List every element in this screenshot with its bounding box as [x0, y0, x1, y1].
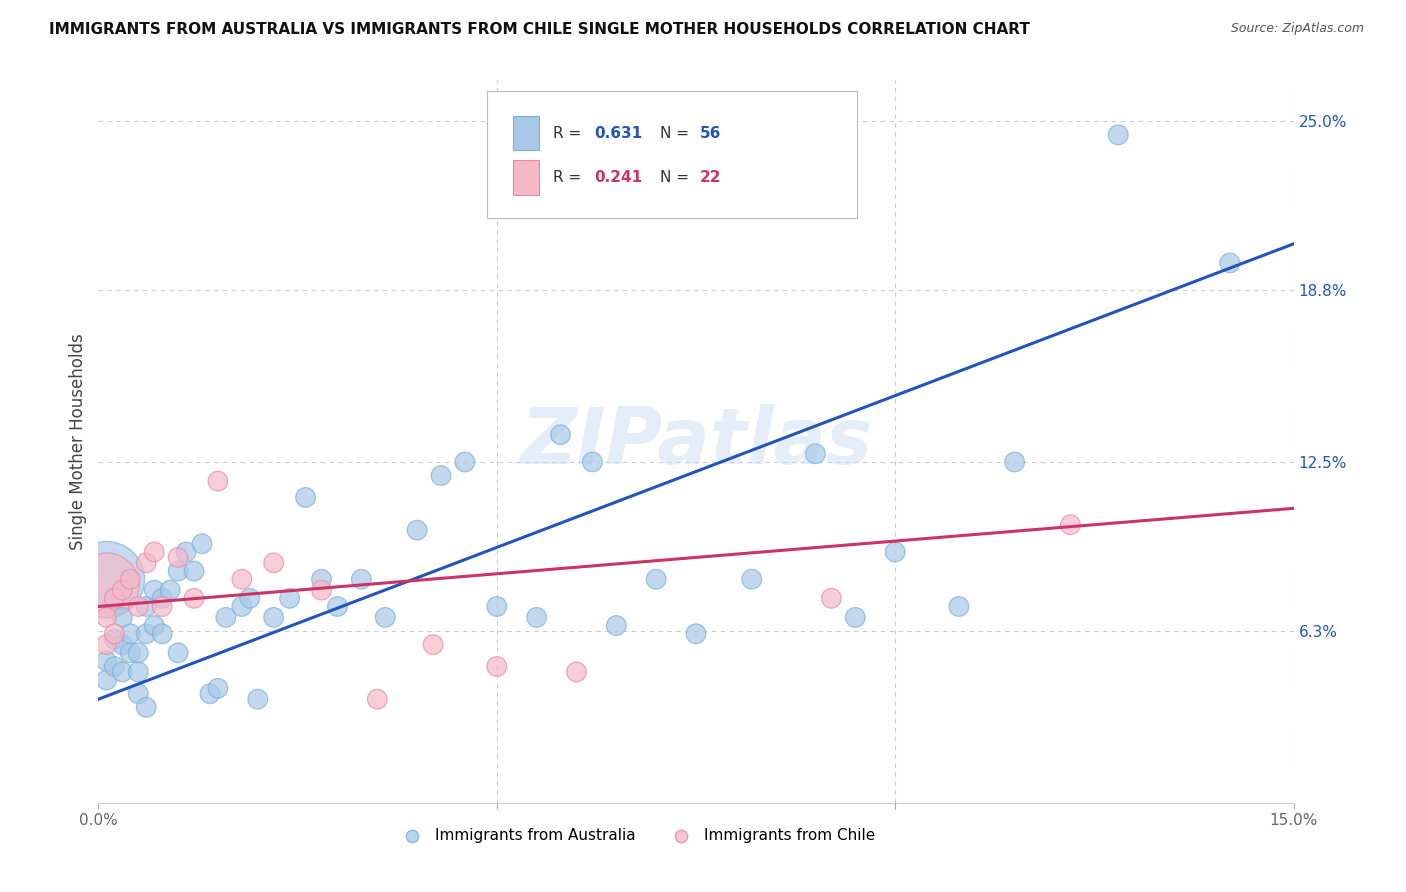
Point — [96, 654, 118, 668]
Point — [1107, 128, 1129, 142]
Point — [150, 591, 173, 606]
Point — [127, 646, 149, 660]
Point — [844, 610, 866, 624]
Point — [183, 564, 205, 578]
Point — [120, 646, 142, 660]
Text: 56: 56 — [700, 126, 721, 141]
Point — [278, 591, 301, 606]
Point — [143, 583, 166, 598]
Point — [111, 583, 134, 598]
Text: IMMIGRANTS FROM AUSTRALIA VS IMMIGRANTS FROM CHILE SINGLE MOTHER HOUSEHOLDS CORR: IMMIGRANTS FROM AUSTRALIA VS IMMIGRANTS … — [49, 22, 1031, 37]
Legend: Immigrants from Australia, Immigrants from Chile: Immigrants from Australia, Immigrants fr… — [391, 822, 882, 849]
Point — [191, 537, 214, 551]
Point — [127, 687, 149, 701]
Point — [111, 638, 134, 652]
Y-axis label: Single Mother Households: Single Mother Households — [69, 334, 87, 549]
Point — [1059, 517, 1081, 532]
Point — [96, 610, 118, 624]
Point — [1219, 256, 1241, 270]
Text: 0.631: 0.631 — [595, 126, 643, 141]
Point — [685, 626, 707, 640]
Point — [103, 659, 125, 673]
Text: N =: N = — [661, 126, 695, 141]
Point — [120, 626, 142, 640]
Point — [311, 583, 333, 598]
Point — [406, 523, 429, 537]
Point — [422, 638, 444, 652]
Point — [135, 700, 157, 714]
Point — [120, 572, 142, 586]
Point — [741, 572, 763, 586]
Point — [311, 572, 333, 586]
Point — [96, 638, 118, 652]
Point — [143, 545, 166, 559]
Point — [150, 626, 173, 640]
Point — [581, 455, 603, 469]
Point — [645, 572, 668, 586]
Point — [454, 455, 477, 469]
Text: R =: R = — [553, 170, 586, 186]
Point — [550, 427, 572, 442]
Bar — [513, 161, 540, 195]
Point — [103, 626, 125, 640]
Point — [246, 692, 269, 706]
Point — [127, 665, 149, 679]
Text: 22: 22 — [700, 170, 721, 186]
Point — [135, 556, 157, 570]
Point — [294, 491, 316, 505]
Point — [111, 665, 134, 679]
Text: ZIPatlas: ZIPatlas — [520, 403, 872, 480]
Point — [374, 610, 396, 624]
Point — [183, 591, 205, 606]
Text: 0.241: 0.241 — [595, 170, 643, 186]
Point — [526, 610, 548, 624]
Point — [103, 632, 125, 647]
Point — [167, 564, 190, 578]
Point — [350, 572, 373, 586]
Point — [263, 556, 285, 570]
Point — [198, 687, 221, 701]
Point — [111, 610, 134, 624]
FancyBboxPatch shape — [486, 91, 858, 218]
Text: Source: ZipAtlas.com: Source: ZipAtlas.com — [1230, 22, 1364, 36]
Point — [820, 591, 842, 606]
Point — [263, 610, 285, 624]
Point — [326, 599, 349, 614]
Point — [103, 591, 125, 606]
Point — [96, 673, 118, 687]
Bar — [513, 116, 540, 151]
Point — [174, 545, 197, 559]
Point — [207, 474, 229, 488]
Point — [150, 599, 173, 614]
Point — [565, 665, 588, 679]
Point — [135, 626, 157, 640]
Point — [207, 681, 229, 696]
Point — [127, 599, 149, 614]
Point — [167, 550, 190, 565]
Point — [239, 591, 262, 606]
Point — [96, 572, 118, 586]
Point — [96, 577, 118, 591]
Point — [135, 599, 157, 614]
Point — [366, 692, 388, 706]
Point — [143, 618, 166, 632]
Point — [605, 618, 627, 632]
Point — [159, 583, 181, 598]
Point — [884, 545, 907, 559]
Point — [1004, 455, 1026, 469]
Point — [804, 447, 827, 461]
Point — [430, 468, 453, 483]
Point — [231, 572, 253, 586]
Point — [167, 646, 190, 660]
Point — [231, 599, 253, 614]
Point — [485, 599, 508, 614]
Point — [215, 610, 238, 624]
Point — [948, 599, 970, 614]
Text: N =: N = — [661, 170, 695, 186]
Text: R =: R = — [553, 126, 586, 141]
Point — [485, 659, 508, 673]
